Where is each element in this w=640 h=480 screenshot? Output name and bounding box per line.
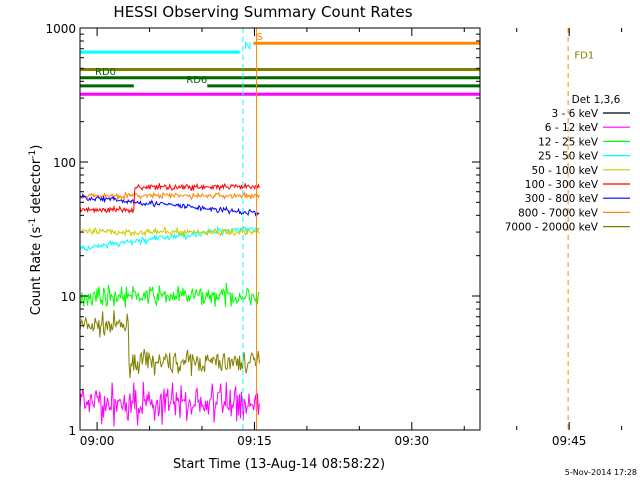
series-line bbox=[79, 310, 260, 379]
x-axis-label: Start Time (13-Aug-14 08:58:22) bbox=[173, 457, 385, 472]
plot-frame bbox=[79, 27, 481, 431]
series-line bbox=[79, 381, 260, 427]
legend-label: 3 - 6 keV bbox=[551, 108, 598, 120]
chart-title: HESSI Observing Summary Count Rates bbox=[113, 3, 412, 21]
legend: Det 1,3,6 3 - 6 keV 6 - 12 keV 12 - 25 keV… bbox=[505, 94, 630, 234]
series-traces bbox=[79, 182, 260, 427]
y-tick-label: 10 bbox=[61, 290, 76, 304]
date-stamp: 5-Nov-2014 17:28 bbox=[565, 468, 637, 477]
x-tick-label: 09:45 bbox=[552, 434, 587, 448]
x-tick-label: 09:00 bbox=[80, 434, 115, 448]
x-tick-label: 09:30 bbox=[395, 434, 430, 448]
flag-bars: SNFD1FD3RD0RD6A0A1A3 bbox=[80, 32, 594, 96]
x-tick-label: 09:15 bbox=[237, 434, 272, 448]
legend-label: 800 - 7000 keV bbox=[518, 207, 599, 219]
series-line bbox=[79, 192, 260, 217]
flag-bar-label: RD0 bbox=[95, 67, 116, 78]
series-line bbox=[79, 282, 260, 308]
y-tick-label: 1 bbox=[68, 424, 76, 438]
y-tick-label: 1000 bbox=[45, 22, 76, 36]
flag-bar-label: RD6 bbox=[186, 75, 207, 86]
legend-label: 12 - 25 keV bbox=[538, 136, 599, 148]
y-axis-label-end: ) bbox=[29, 145, 44, 150]
vertical-markers bbox=[242, 28, 569, 430]
legend-label: 25 - 50 keV bbox=[538, 151, 599, 163]
series-line bbox=[79, 190, 260, 201]
y-tick-label: 100 bbox=[53, 156, 76, 170]
y-axis-label-main: Count Rate (s bbox=[29, 227, 44, 316]
y-axis-label-mid: detector bbox=[29, 158, 44, 218]
flag-bar-label: S bbox=[257, 32, 263, 43]
legend-label: 6 - 12 keV bbox=[545, 122, 599, 134]
flag-bar-label: N bbox=[244, 41, 251, 52]
series-line bbox=[79, 226, 260, 238]
legend-label: 300 - 800 keV bbox=[525, 193, 599, 205]
legend-label: 100 - 300 keV bbox=[525, 179, 599, 191]
series-line bbox=[79, 182, 260, 215]
flag-bar-label: FD1 bbox=[574, 51, 594, 62]
legend-label: 7000 - 20000 keV bbox=[505, 222, 599, 234]
legend-title: Det 1,3,6 bbox=[572, 94, 621, 106]
legend-label: 50 - 100 keV bbox=[531, 165, 598, 177]
y-axis-label-exp1: -1 bbox=[28, 218, 38, 227]
y-axis: 1 10 100 1000 bbox=[45, 22, 480, 438]
y-axis-label: Count Rate (s-1 detector-1) bbox=[28, 145, 44, 316]
y-axis-label-exp2: -1 bbox=[28, 150, 38, 159]
series-line bbox=[79, 225, 260, 252]
